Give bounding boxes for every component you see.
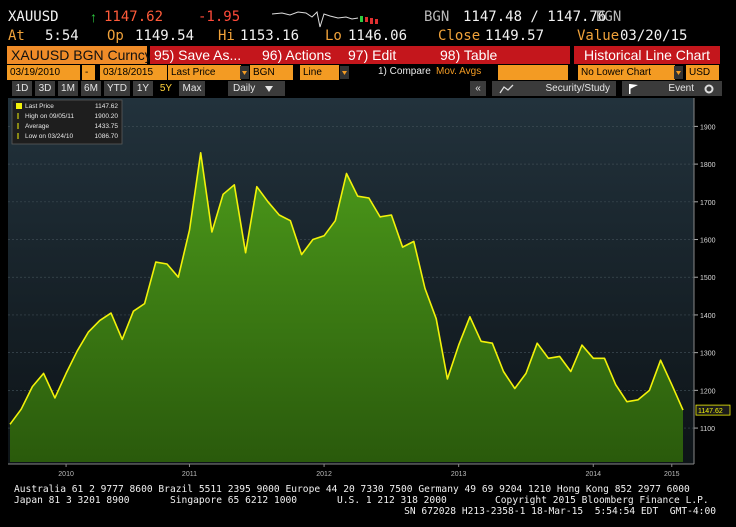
stat-label: At [8,28,25,44]
last-price: 1147.62 [104,9,164,25]
source: BGN [596,9,622,25]
stat-value: 1146.06 [348,28,408,44]
currency-select[interactable]: USD [686,65,719,80]
y-tick-label: 1300 [700,351,716,358]
period-button[interactable]: 1Y [133,81,153,96]
stat-label: Op [107,28,124,44]
legend-label: Last Price [25,103,54,110]
lower-chart-select[interactable]: No Lower Chart [578,65,675,80]
date-dash: - [82,65,95,80]
stat-value: 1149.54 [135,28,195,44]
y-tick-label: 1700 [700,200,716,207]
compare-label: 1) Compare [378,66,431,77]
period-button[interactable]: Max [179,81,205,96]
period-button[interactable]: YTD [104,81,130,96]
up-arrow: ↑ [90,9,97,25]
collapse-button[interactable]: « [470,81,486,96]
change: -1.95 [198,9,241,25]
compare-value[interactable]: Mov. Avgs [436,66,482,77]
footer-part: Copyright 2015 Bloomberg Finance L.P. [495,495,709,506]
x-tick-label: 2010 [58,471,74,478]
view-title: Historical Line Chart [574,46,720,64]
legend-swatch [16,103,22,109]
spacer [498,65,568,80]
last-price-tag [695,404,731,416]
stat-value: 1149.57 [485,28,545,44]
action-button[interactable]: 97) Edit [344,46,436,64]
event-button[interactable]: Event [622,81,706,96]
x-tick-label: 2013 [451,471,467,478]
action-button[interactable]: 95) Save As... [150,46,258,64]
end-date[interactable]: 03/18/2015 [100,65,167,80]
footer-part: Japan 81 3 3201 8900 [14,495,130,506]
stat-value: 03/20/15 [620,28,688,44]
period-button[interactable]: 3D [35,81,55,96]
toolbar-icons [499,84,714,94]
style-select[interactable]: Line [300,65,339,80]
security-field[interactable]: XAUUSD BGN Curncy [7,46,152,64]
period-button[interactable]: 1D [12,81,32,96]
last-price-tag-label: 1147.62 [698,408,723,415]
footer-part: U.S. 1 212 318 2000 [337,495,447,506]
security-study-button[interactable]: Security/Study [492,81,616,96]
chart: 1100 1200 1300 1400 1500 1600 1700 1800 1900 1147… [8,98,731,478]
legend-value: 1147.62 [95,103,118,110]
action-button[interactable]: 96) Actions [258,46,344,64]
stat-label: Close [438,28,481,44]
legend-box [11,99,123,145]
y-tick-label: 1200 [700,388,716,395]
stat-label: Lo [325,28,342,44]
source-select[interactable]: BGN [250,65,293,80]
y-tick-label: 1800 [700,162,716,169]
x-tick-label: 2011 [182,471,197,478]
legend-value: 1433.75 [95,123,119,130]
legend-label: Average [25,123,49,130]
stat-label: Hi [218,28,235,44]
sparkline [272,10,378,28]
area-fill [10,152,683,463]
footer-part: Singapore 65 6212 1000 [170,495,298,506]
footer-line: SN 672028 H213-2358-1 18-Mar-15 5:54:54 … [404,506,716,517]
y-tick-label: 1500 [700,275,716,282]
legend-value: 1900.20 [95,113,119,120]
y-tick-label: 1900 [700,124,716,131]
legend-label: High on 09/05/11 [25,113,74,120]
stat-value: 5:54 [45,28,79,44]
x-tick-label: 2012 [316,471,332,478]
frequency-select[interactable]: Daily [228,81,285,96]
stat-value: 1153.16 [240,28,300,44]
stat-label: Value [577,28,620,44]
y-tick-label: 1400 [700,313,716,320]
frequency-arrow [265,86,273,92]
action-button[interactable]: 98) Table [436,46,570,64]
legend-label: Low on 03/24/10 [25,133,73,140]
footer-line: Australia 61 2 9777 8600 Brazil 5511 239… [14,484,690,495]
period-button[interactable]: 6M [81,81,101,96]
bid-ask: 1147.48 / 1147.76 [463,9,607,25]
x-tick-label: 2015 [664,471,680,478]
settings-button[interactable] [700,81,722,96]
period-button[interactable]: 1M [58,81,78,96]
y-tick-label: 1100 [700,426,715,433]
start-date[interactable]: 03/19/2010 [7,65,80,80]
period-button[interactable]: 5Y [156,81,176,96]
legend-value: 1086.70 [95,133,119,140]
x-tick-label: 2014 [585,471,601,478]
field-select[interactable]: Last Price [168,65,241,80]
y-tick-label: 1600 [700,238,716,245]
price-line [9,152,684,425]
source: BGN [424,9,450,25]
dropdown-arrows [240,66,683,79]
ticker: XAUUSD [8,9,59,25]
